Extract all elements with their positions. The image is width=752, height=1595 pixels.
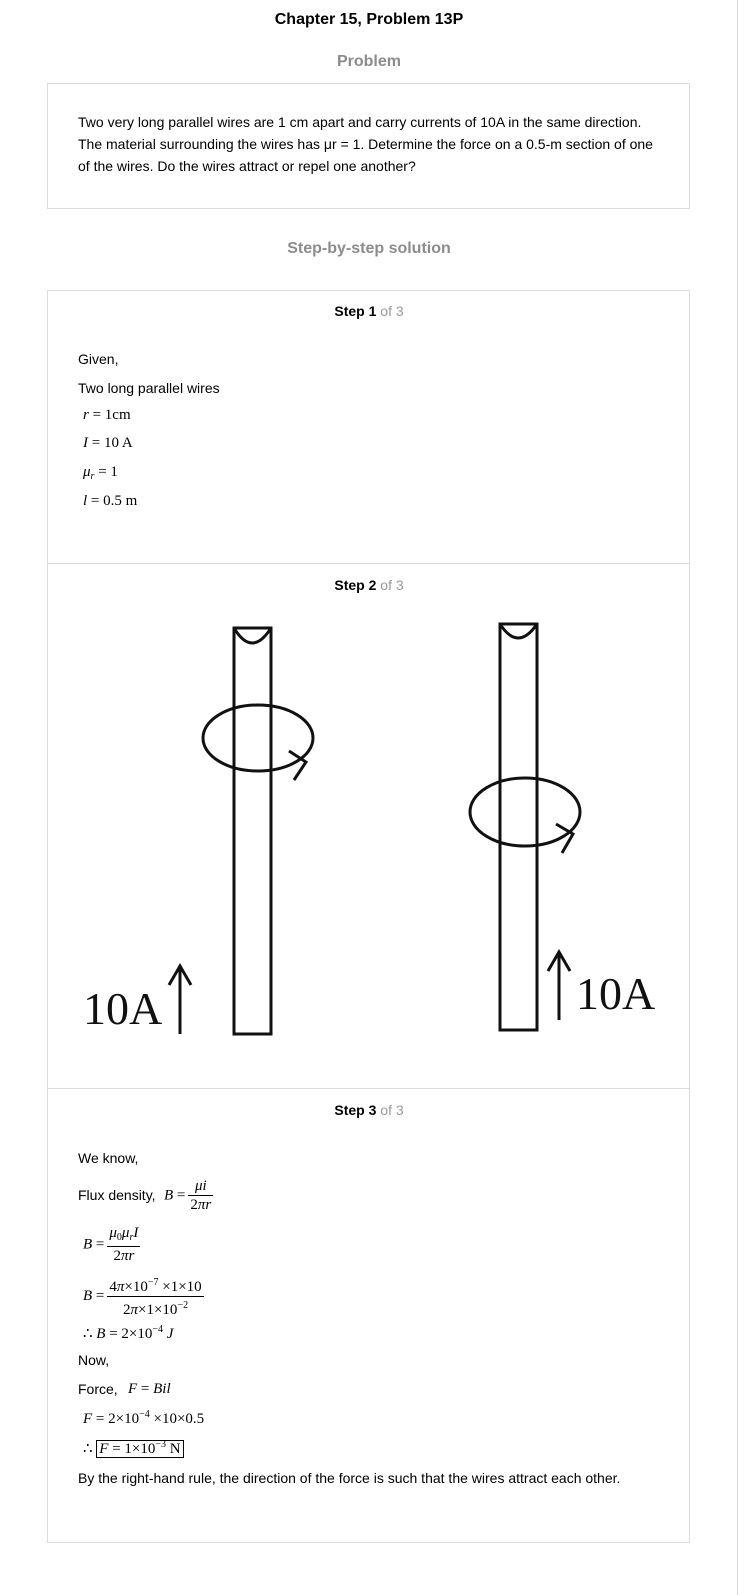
step-of-total: of 3 (380, 1102, 404, 1118)
force-formula: F = Bil (128, 1381, 171, 1397)
flux-density-formula: B = μi 2πr (164, 1178, 214, 1213)
problem-heading: Problem (336, 53, 401, 70)
right-current-label: 10A (576, 968, 655, 1019)
b-result: ∴ B = 2×10−4 J (83, 1324, 174, 1342)
given-label: Given, (78, 351, 119, 367)
step-1-header: Step 1 of 3 (0, 303, 738, 319)
b-formula-expanded: B = μ0μrI 2πr (83, 1225, 141, 1264)
right-wire (498, 622, 539, 1032)
b-formula-substituted: B = 4π×10−7 ×1×10 2π×1×10−2 (83, 1274, 204, 1319)
step-word: Step (334, 577, 365, 593)
force-label: Force, (78, 1381, 118, 1397)
step-of-total: of 3 (380, 303, 404, 319)
solution-heading: Step-by-step solution (287, 240, 451, 257)
step-word: Step (334, 303, 365, 319)
equation-current: I = 10 A (83, 435, 133, 451)
page-right-border (737, 0, 738, 1595)
right-wire-cut (498, 623, 539, 640)
page-title: Chapter 15, Problem 13P (274, 11, 464, 28)
parallel-wires-diagram: 10A 10A (83, 622, 655, 1036)
problem-box: Two very long parallel wires are 1 cm ap… (47, 83, 690, 209)
equation-length: l = 0.5 m (83, 493, 138, 509)
right-loop-arrowhead (555, 822, 576, 854)
force-calculation: F = 2×10−4 ×10×0.5 (83, 1409, 205, 1427)
left-wire-cut (232, 627, 273, 645)
step-divider (48, 1088, 689, 1089)
equation-r: r = 1cm (83, 407, 131, 423)
step-of-total: of 3 (380, 577, 404, 593)
force-result: ∴ F = 1×10−3 N (83, 1439, 184, 1458)
step-number: 1 (368, 303, 377, 319)
step-2-header: Step 2 of 3 (0, 577, 738, 593)
solution-box (47, 290, 690, 1543)
flux-density-label: Flux density, (78, 1187, 156, 1203)
step-3-header: Step 3 of 3 (0, 1102, 738, 1118)
right-current-arrowhead (546, 949, 572, 972)
step-word: Step (334, 1102, 365, 1118)
given-intro: Two long parallel wires (78, 380, 220, 396)
step-number: 3 (368, 1102, 377, 1118)
left-wire (232, 626, 273, 1036)
left-field-loop (201, 703, 315, 773)
left-current-arrowhead (167, 963, 193, 986)
equation-mu: μr = 1 (83, 464, 118, 482)
right-field-loop (468, 776, 582, 848)
step-divider (48, 563, 689, 564)
left-loop-arrowhead (288, 749, 309, 781)
step-number: 2 (368, 577, 377, 593)
we-know-label: We know, (78, 1150, 139, 1166)
now-label: Now, (78, 1352, 110, 1368)
left-current-label: 10A (83, 983, 162, 1034)
problem-text: Two very long parallel wires are 1 cm ap… (78, 114, 653, 174)
conclusion-text: By the right-hand rule, the direction of… (78, 1470, 621, 1486)
